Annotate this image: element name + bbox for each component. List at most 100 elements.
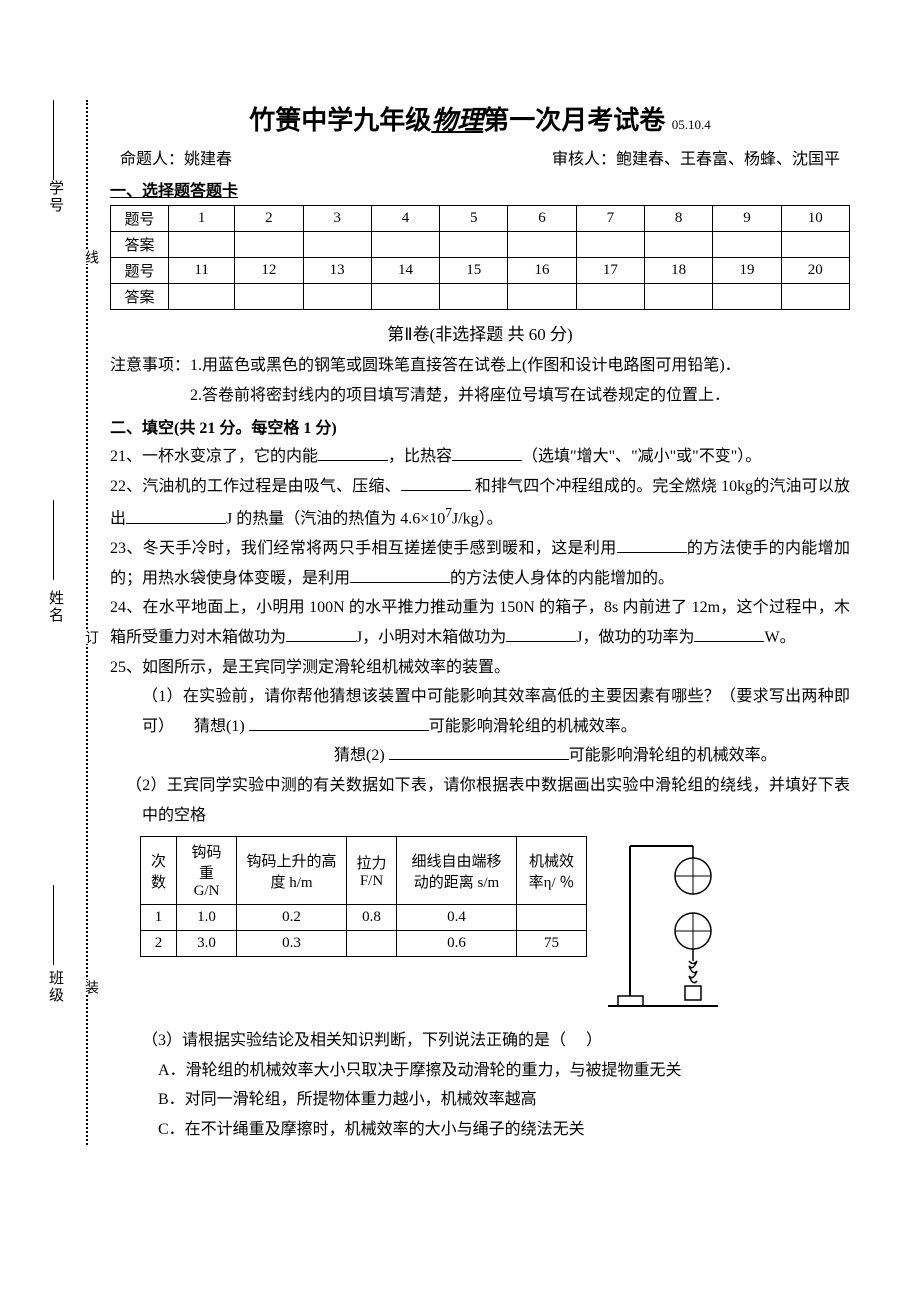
table-row: 题号 12345678910 — [111, 206, 850, 232]
q24: 24、在水平地面上，小明用 100N 的水平推力推动重为 150N 的箱子，8s… — [110, 593, 850, 652]
th: 钩码重 G/N — [177, 837, 237, 905]
q21-pre: 21、一杯水变凉了，它的内能 — [110, 448, 318, 465]
ans-cell[interactable] — [508, 284, 576, 310]
title-rest: 第一次月考试卷 — [483, 106, 665, 135]
blank[interactable] — [318, 460, 388, 461]
blank[interactable] — [401, 490, 471, 491]
q22-post: J 的热量（汽油的热值为 4.6×10 — [226, 511, 445, 528]
blank[interactable] — [126, 523, 226, 524]
q23-pre: 23、冬天手冷时，我们经常将两只手相互搓搓使手感到暖和，这是利用 — [110, 540, 617, 557]
qno-cell: 8 — [645, 206, 713, 232]
blank[interactable] — [452, 460, 522, 461]
ans-cell[interactable] — [169, 284, 235, 310]
qno-cell: 6 — [508, 206, 576, 232]
ans-cell[interactable] — [303, 232, 371, 258]
ans-cell[interactable] — [576, 232, 644, 258]
td[interactable] — [347, 931, 397, 957]
blank[interactable] — [389, 759, 569, 760]
guess1-post: 可能影响滑轮组的机械效率。 — [429, 718, 637, 735]
guess2-post: 可能影响滑轮组的机械效率。 — [569, 747, 777, 764]
answer-card-table: 题号 12345678910 答案 题号 1112131415161718192… — [110, 205, 850, 310]
xingming-line — [53, 500, 54, 580]
title-subject: 物理 — [431, 106, 483, 135]
xuehao-label: 学号 — [45, 180, 66, 214]
q25-optB: B．对同一滑轮组，所提物体重力越小，机械效率越高 — [110, 1085, 850, 1115]
th: 细线自由端移动的距离 s/m — [397, 837, 517, 905]
notes: 注意事项：1.用蓝色或黑色的钢笔或圆珠笔直接答在试卷上(作图和设计电路图可用铅笔… — [110, 351, 850, 381]
author-right: 审核人：鲍建春、王春富、杨蜂、沈国平 — [552, 145, 840, 169]
qno-cell: 12 — [235, 258, 303, 284]
note-1: 1.用蓝色或黑色的钢笔或圆珠笔直接答在试卷上(作图和设计电路图可用铅笔)． — [190, 357, 741, 374]
ans-cell[interactable] — [713, 284, 781, 310]
q24-mid: J，小明对木箱做功为 — [356, 629, 506, 646]
q21-post: （选填"增大"、"减小"或"不变"）。 — [522, 448, 761, 465]
blank[interactable] — [350, 582, 450, 583]
q25-intro: 25、如图所示，是王宾同学测定滑轮组机械效率的装置。 — [110, 653, 850, 683]
td: 2 — [141, 931, 177, 957]
blank[interactable] — [506, 641, 576, 642]
q23-post: 的方法使人身体的内能增加的。 — [450, 570, 674, 587]
ans-label: 答案 — [111, 232, 169, 258]
ans-cell[interactable] — [713, 232, 781, 258]
q22-post2: J/kg）。 — [452, 511, 503, 528]
binding-ding: 订 — [80, 630, 100, 644]
author-right-names: 鲍建春、王春富、杨蜂、沈国平 — [616, 151, 840, 168]
qno-cell: 1 — [169, 206, 235, 232]
ans-cell[interactable] — [440, 232, 508, 258]
qno-cell: 2 — [235, 206, 303, 232]
ans-cell[interactable] — [440, 284, 508, 310]
blank[interactable] — [617, 552, 687, 553]
table-row: 次数 钩码重 G/N 钩码上升的高度 h/m 拉力F/N 细线自由端移动的距离 … — [141, 837, 587, 905]
td: 1 — [141, 905, 177, 931]
ans-cell[interactable] — [235, 232, 303, 258]
banji-line — [53, 885, 54, 965]
author-right-label: 审核人： — [552, 151, 616, 168]
td: 0.6 — [397, 931, 517, 957]
q25-table-wrap: 次数 钩码重 G/N 钩码上升的高度 h/m 拉力F/N 细线自由端移动的距离 … — [110, 836, 850, 1016]
q21-mid: ，比热容 — [388, 448, 452, 465]
th: 次数 — [141, 837, 177, 905]
ans-cell[interactable] — [169, 232, 235, 258]
q25-part1: （1）在实验前，请你帮他猜想该装置中可能影响其效率高低的主要因素有哪些？（要求写… — [110, 682, 850, 741]
qno-cell: 5 — [440, 206, 508, 232]
data-table: 次数 钩码重 G/N 钩码上升的高度 h/m 拉力F/N 细线自由端移动的距离 … — [140, 836, 587, 957]
ans-cell[interactable] — [235, 284, 303, 310]
xuehao-line — [53, 100, 54, 180]
binding-zhuang: 装 — [80, 980, 100, 994]
q23: 23、冬天手冷时，我们经常将两只手相互搓搓使手感到暖和，这是利用的方法使手的内能… — [110, 534, 850, 593]
ans-cell[interactable] — [371, 284, 439, 310]
author-left-label: 命题人： — [120, 151, 184, 168]
title-school: 竹箦中学九年级 — [249, 106, 431, 135]
q22: 22、汽油机的工作过程是由吸气、压缩、 和排气四个冲程组成的。完全燃烧 10kg… — [110, 472, 850, 535]
ans-cell[interactable] — [781, 284, 849, 310]
author-left-name: 姚建春 — [184, 151, 232, 168]
qno-cell: 18 — [645, 258, 713, 284]
blank[interactable] — [249, 730, 429, 731]
qno-cell: 13 — [303, 258, 371, 284]
td: 0.3 — [237, 931, 347, 957]
table-row: 1 1.0 0.2 0.8 0.4 — [141, 905, 587, 931]
q22-sup: 7 — [445, 505, 452, 520]
ans-label: 答案 — [111, 284, 169, 310]
td[interactable] — [517, 905, 587, 931]
ans-cell[interactable] — [645, 284, 713, 310]
blank[interactable] — [286, 641, 356, 642]
q25-optC: C．在不计绳重及摩擦时，机械效率的大小与绳子的绕法无关 — [110, 1115, 850, 1145]
ans-cell[interactable] — [508, 232, 576, 258]
q25-part2: （2）王宾同学实验中测的有关数据如下表，请你根据表中数据画出实验中滑轮组的绕线，… — [110, 771, 850, 830]
td: 0.4 — [397, 905, 517, 931]
qno-cell: 3 — [303, 206, 371, 232]
guess1-label: 猜想(1) — [194, 718, 245, 735]
ans-cell[interactable] — [371, 232, 439, 258]
td: 75 — [517, 931, 587, 957]
section2-header: 二、填空(共 21 分。每空格 1 分) — [110, 414, 850, 438]
banji-label: 班级 — [45, 970, 66, 1004]
ans-cell[interactable] — [576, 284, 644, 310]
section1-header: 一、选择题答题卡 — [110, 177, 850, 201]
binding-strip: 线 订 装 — [78, 100, 98, 1145]
ans-cell[interactable] — [781, 232, 849, 258]
blank[interactable] — [694, 641, 764, 642]
ans-cell[interactable] — [645, 232, 713, 258]
q25-guess2: 猜想(2) 可能影响滑轮组的机械效率。 — [110, 741, 850, 771]
ans-cell[interactable] — [303, 284, 371, 310]
